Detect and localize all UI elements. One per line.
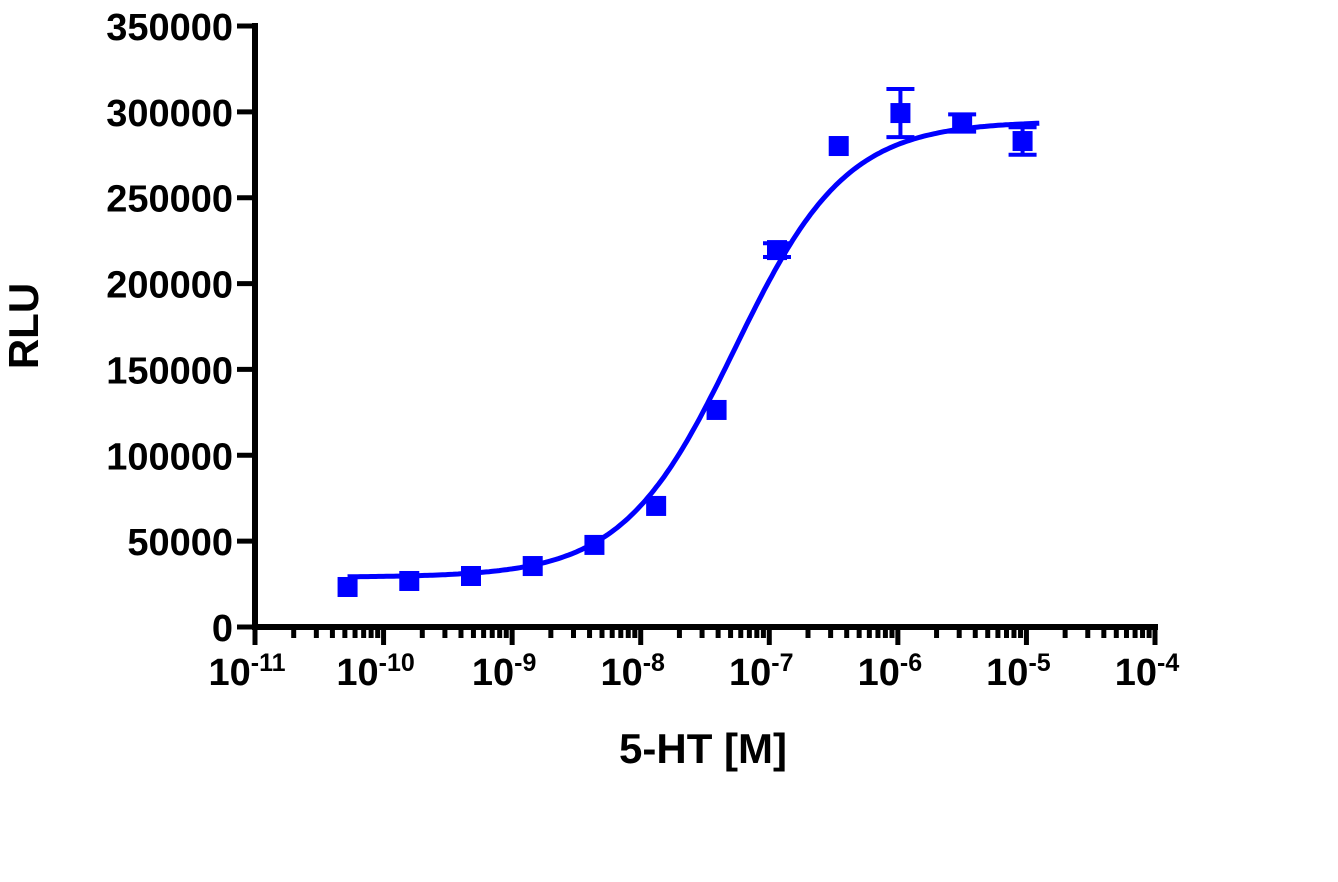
x-axis-label: 5-HT [M]: [619, 725, 787, 772]
data-point: [399, 570, 420, 591]
y-tick-label: 50000: [127, 522, 233, 564]
x-tick-label: 10-10: [336, 649, 414, 694]
axes: [237, 23, 1158, 645]
x-tick-label: 10-5: [986, 649, 1051, 694]
x-tick-label: 10-7: [729, 649, 794, 694]
data-point: [337, 576, 358, 597]
data-point: [952, 113, 973, 134]
y-tick-label: 0: [212, 608, 233, 650]
data-point: [461, 566, 481, 587]
x-tick-label: 10-6: [858, 649, 923, 694]
data-point: [706, 399, 727, 420]
y-tick-label: 250000: [106, 179, 233, 221]
x-tick-label: 10-4: [1115, 649, 1180, 694]
y-tick-label: 300000: [106, 93, 233, 135]
data-point: [584, 534, 605, 555]
data-point: [890, 103, 911, 124]
x-tick-label: 10-11: [208, 649, 285, 694]
fit-curve: [347, 120, 1040, 580]
data-point: [646, 495, 667, 516]
y-axis-label: RLU: [0, 283, 47, 369]
x-tick-label: 10-8: [600, 649, 665, 694]
x-tick-label: 10-9: [472, 649, 537, 694]
data-points: [337, 87, 1037, 597]
data-point: [1012, 131, 1033, 152]
y-tick-label: 200000: [106, 265, 233, 307]
data-point: [522, 556, 543, 577]
y-tick-label: 350000: [106, 7, 233, 49]
data-point: [767, 240, 787, 261]
y-tick-labels: 0 50000 100000 150000 200000 250000 300000 3500…: [106, 7, 233, 650]
y-tick-label: 100000: [106, 436, 233, 478]
y-tick-label: 150000: [106, 350, 233, 392]
x-tick-labels: 10-11 10-10 10-9 10-8 10-7 10-6 10-5 10-4: [208, 649, 1179, 694]
data-point: [828, 136, 849, 157]
